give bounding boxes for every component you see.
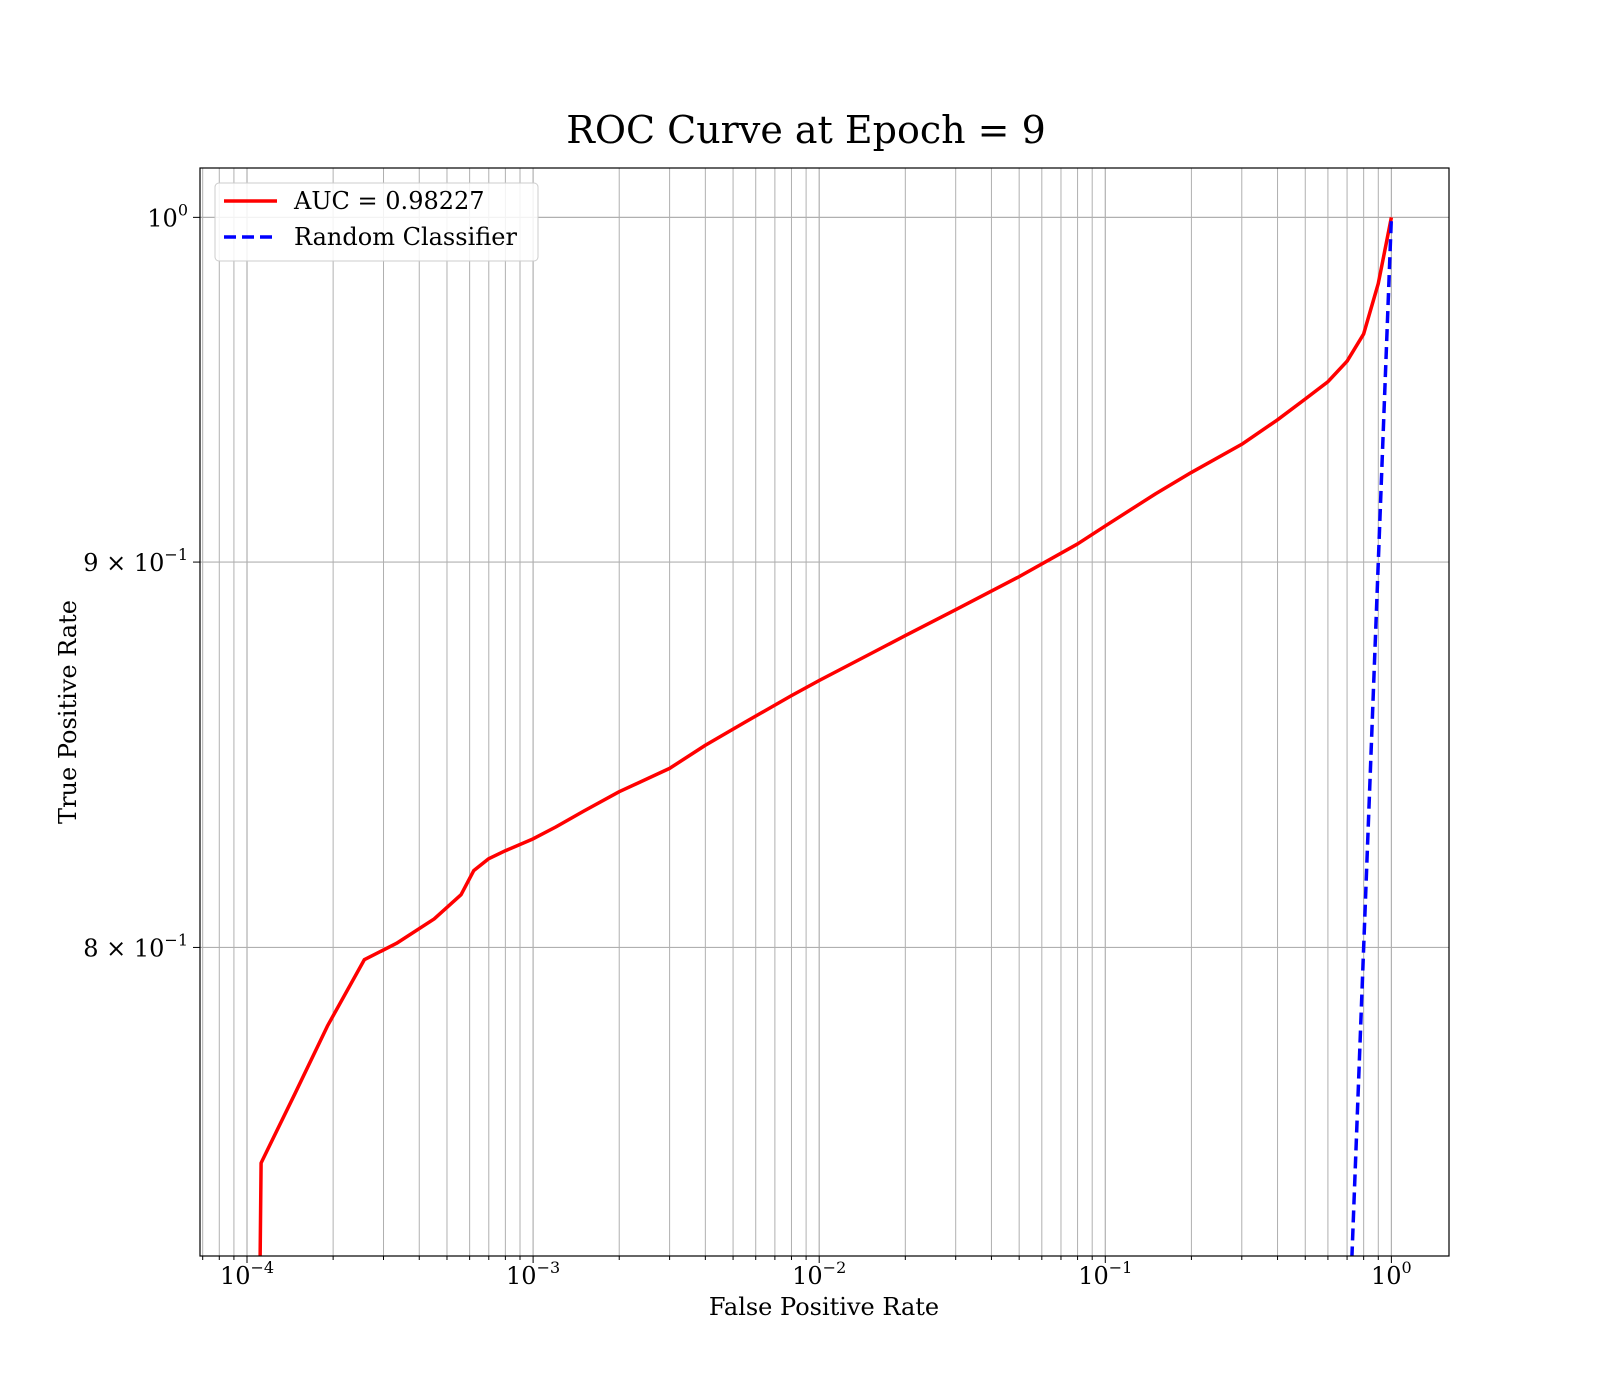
legend: AUC = 0.98227 Random Classifier xyxy=(214,182,539,262)
y-tick-label: 9 × 10−1 xyxy=(83,545,188,577)
axis-ticks: 10−4 10−3 10−2 10−1 100 100 9 × 10−1 8 × 10−1 xyxy=(83,200,1412,1290)
grid-lines xyxy=(200,168,1449,1256)
series-line-0 xyxy=(258,217,1394,1256)
legend-label-random: Random Classifier xyxy=(294,223,517,251)
y-tick-label: 100 xyxy=(147,200,188,232)
x-tick-label: 10−2 xyxy=(792,1258,846,1290)
y-tick-label: 8 × 10−1 xyxy=(83,930,188,962)
chart-title: ROC Curve at Epoch = 9 xyxy=(566,108,1046,152)
x-tick-label: 10−1 xyxy=(1078,1258,1132,1290)
x-tick-label: 100 xyxy=(1371,1258,1412,1290)
x-axis-label: False Positive Rate xyxy=(709,1293,939,1321)
series-layer xyxy=(258,217,1394,1256)
plot-frame xyxy=(199,167,1450,1257)
legend-box xyxy=(214,182,539,262)
y-axis-label: True Positive Rate xyxy=(54,600,82,824)
series-line-1 xyxy=(1350,217,1394,1256)
x-tick-label: 10−3 xyxy=(506,1258,560,1290)
x-tick-label: 10−4 xyxy=(220,1258,274,1290)
legend-label-auc: AUC = 0.98227 xyxy=(293,187,485,215)
